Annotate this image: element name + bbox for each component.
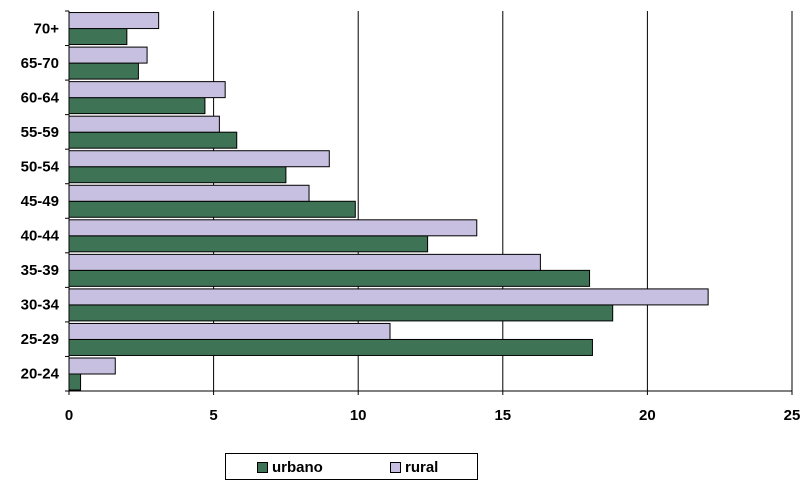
bar-rural-40-44 — [68, 219, 478, 237]
bar-urbano-65-70 — [68, 62, 139, 80]
bar-urbano-25-29 — [68, 338, 593, 356]
bar-rural-65-70 — [68, 46, 148, 64]
x-tick-label-20: 20 — [639, 407, 656, 424]
y-tick-label-55-59: 55-59 — [21, 124, 59, 141]
y-tick-label-45-49: 45-49 — [21, 193, 59, 210]
bar-rural-60-64 — [68, 81, 226, 99]
bar-urbano-40-44 — [68, 235, 429, 253]
x-tick-label-15: 15 — [494, 407, 511, 424]
bar-rural-30-34 — [68, 288, 709, 306]
y-tick-label-60-64: 60-64 — [21, 89, 60, 106]
legend: urbano rural — [225, 453, 478, 480]
bar-urbano-35-39 — [68, 269, 591, 287]
bar-urbano-30-34 — [68, 304, 614, 322]
bar-urbano-60-64 — [68, 97, 206, 115]
y-tick-label-25-29: 25-29 — [21, 331, 59, 348]
bar-urbano-70+ — [68, 28, 128, 46]
tick-labels: 20-24 25-29 30-34 35-39 40-44 45-49 50-54 55-59… — [21, 20, 801, 424]
x-tick-label-0: 0 — [65, 407, 73, 424]
y-tick-label-20-24: 20-24 — [21, 366, 60, 383]
legend-label-urbano: urbano — [272, 459, 323, 476]
bar-urbano-20-24 — [68, 373, 82, 391]
x-tick-label-10: 10 — [350, 407, 367, 424]
y-tick-label-30-34: 30-34 — [21, 297, 60, 314]
y-tick-label-35-39: 35-39 — [21, 262, 59, 279]
y-tick-label-50-54: 50-54 — [21, 158, 60, 175]
y-tick-label-65-70: 65-70 — [21, 55, 59, 72]
bar-chart: 20-24 25-29 30-34 35-39 40-44 45-49 50-54 55-59… — [21, 10, 801, 424]
axes — [65, 10, 793, 395]
legend-item-urbano: urbano — [257, 459, 323, 476]
x-tick-label-25: 25 — [784, 407, 801, 424]
bars — [68, 12, 709, 391]
legend-label-rural: rural — [405, 459, 439, 476]
y-tick-label-40-44: 40-44 — [21, 228, 60, 245]
bar-rural-25-29 — [68, 322, 391, 340]
bar-urbano-50-54 — [68, 166, 287, 184]
bar-rural-35-39 — [68, 253, 541, 271]
bar-rural-55-59 — [68, 115, 220, 133]
x-tick-label-5: 5 — [209, 407, 217, 424]
bar-rural-70+ — [68, 12, 160, 30]
bar-urbano-55-59 — [68, 131, 238, 149]
y-tick-label-70+: 70+ — [34, 20, 60, 37]
bar-rural-45-49 — [68, 184, 310, 202]
bar-rural-20-24 — [68, 357, 116, 375]
bar-rural-50-54 — [68, 150, 330, 168]
legend-swatch-urbano — [257, 462, 268, 473]
legend-item-rural: rural — [390, 459, 438, 476]
bar-urbano-45-49 — [68, 200, 356, 218]
legend-swatch-rural — [390, 462, 401, 473]
